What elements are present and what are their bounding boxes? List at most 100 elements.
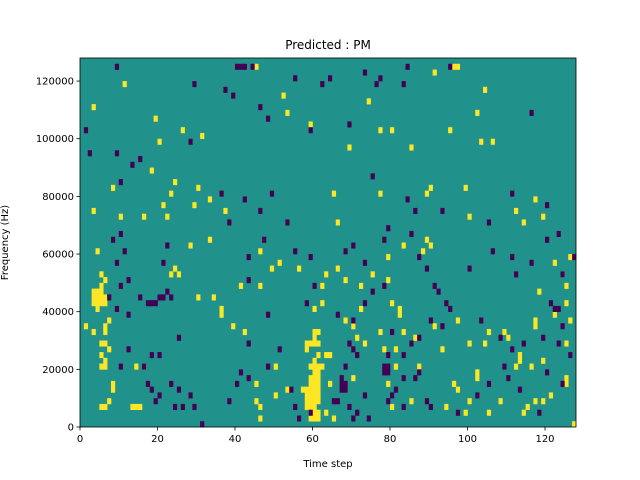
heatmap-cell-high <box>541 213 546 220</box>
heatmap-cell-high <box>304 340 309 347</box>
heatmap-cell-low <box>227 398 232 405</box>
heatmap-cell-low <box>401 375 406 382</box>
heatmap-cell-high <box>103 357 108 364</box>
heatmap-cell-low <box>122 248 127 255</box>
x-tick-label: 120 <box>535 434 554 445</box>
heatmap-cell-low <box>138 156 143 163</box>
heatmap-cell-low <box>126 346 131 353</box>
heatmap-cell-high <box>180 127 185 134</box>
heatmap-cell-high <box>335 265 340 272</box>
heatmap-cell-low <box>118 282 123 289</box>
heatmap-cell-low <box>242 196 247 203</box>
heatmap-cell-high <box>196 294 201 301</box>
heatmap-cell-high <box>486 409 492 416</box>
heatmap-cell-high <box>238 282 244 289</box>
heatmap-cell-low <box>235 63 240 70</box>
heatmap-cell-high <box>169 271 174 278</box>
heatmap-cell-low <box>126 277 131 284</box>
heatmap-cell-high <box>223 207 228 214</box>
chart-title: Predicted : PM <box>285 38 371 52</box>
heatmap-cell-low <box>339 386 344 393</box>
heatmap-cell-high <box>219 305 224 312</box>
heatmap-cell-high <box>95 294 100 301</box>
heatmap-cell-low <box>173 403 178 411</box>
heatmap-cell-low <box>351 242 356 249</box>
heatmap-cell-low <box>192 403 197 411</box>
y-tick-label: 40000 <box>42 307 74 318</box>
heatmap-cell-low <box>409 230 414 238</box>
heatmap-cell-high <box>308 340 313 347</box>
heatmap-cell-low <box>308 409 313 416</box>
heatmap-cell-high <box>176 271 182 278</box>
heatmap-cell-high <box>541 398 546 405</box>
heatmap-cell-high <box>475 109 480 116</box>
heatmap-cell-low <box>455 409 461 416</box>
heatmap-cell-high <box>254 398 259 405</box>
heatmap-cell-high <box>378 190 383 197</box>
plot-frame <box>79 57 577 428</box>
heatmap-cell-low <box>157 352 162 359</box>
heatmap-cell-high <box>308 403 313 411</box>
heatmap-cell-low <box>409 340 414 347</box>
heatmap-cell-low <box>149 300 154 307</box>
heatmap-cell-low <box>428 317 433 324</box>
heatmap-cell-high <box>258 403 263 411</box>
heatmap-cell-high <box>316 352 321 359</box>
heatmap-cell-high <box>424 190 430 197</box>
heatmap-cell-low <box>219 190 224 197</box>
heatmap-cell-high <box>157 138 162 145</box>
heatmap-cell-high <box>134 363 139 370</box>
heatmap-cell-high <box>568 317 573 324</box>
heatmap-cell-low <box>448 63 453 70</box>
heatmap-cell-low <box>153 398 158 405</box>
heatmap-cell-high <box>572 421 577 428</box>
heatmap-cell-low <box>238 369 244 376</box>
heatmap-cell-high <box>91 328 96 336</box>
heatmap-cell-low <box>541 334 546 341</box>
heatmap-cell-low <box>145 300 151 307</box>
x-tick-label: 0 <box>77 434 83 445</box>
heatmap-cell-high <box>467 340 472 347</box>
heatmap-cell-high <box>258 248 263 255</box>
heatmap-cell-low <box>293 75 298 82</box>
heatmap-cell-low <box>308 254 313 261</box>
heatmap-cell-low <box>289 386 294 393</box>
heatmap-cell-high <box>390 300 395 307</box>
heatmap-cell-high <box>297 265 302 272</box>
heatmap-cell-low <box>188 392 193 399</box>
heatmap-cell-high <box>312 398 317 405</box>
heatmap-cell-low <box>362 259 368 266</box>
heatmap-cell-low <box>572 254 577 261</box>
heatmap-cell-high <box>316 380 321 387</box>
heatmap-cell-high <box>103 328 108 336</box>
heatmap-cell-high <box>95 300 100 307</box>
heatmap-cell-high <box>390 403 395 411</box>
y-axis-label: Frequency (Hz) <box>0 205 11 281</box>
heatmap-cell-high <box>312 340 317 347</box>
heatmap-cell-high <box>99 300 104 307</box>
heatmap-cell-high <box>316 409 321 416</box>
heatmap-cell-high <box>308 415 313 422</box>
heatmap-cell-low <box>114 259 120 266</box>
heatmap-cell-high <box>83 323 89 330</box>
heatmap-cell-low <box>262 236 267 243</box>
heatmap-cell-high <box>378 328 383 336</box>
heatmap-cell-high <box>417 363 422 370</box>
heatmap-cell-high <box>393 346 399 353</box>
heatmap-cell-high <box>479 138 484 145</box>
heatmap-cell-high <box>467 398 472 405</box>
heatmap-cell-high <box>564 340 569 347</box>
heatmap-cell-high <box>401 242 406 249</box>
heatmap-cell-high <box>564 300 569 307</box>
heatmap-cell-high <box>107 346 112 353</box>
heatmap-cell-high <box>564 380 569 387</box>
heatmap-cell-low <box>351 317 356 324</box>
heatmap-cell-high <box>324 409 329 416</box>
heatmap-cell-low <box>308 127 313 134</box>
heatmap-cell-high <box>533 323 538 330</box>
heatmap-cell-low <box>386 369 391 376</box>
heatmap-cell-low <box>378 75 383 82</box>
heatmap-cell-low <box>382 282 387 289</box>
heatmap-cell-low <box>157 294 162 301</box>
heatmap-cell-low <box>351 346 356 353</box>
